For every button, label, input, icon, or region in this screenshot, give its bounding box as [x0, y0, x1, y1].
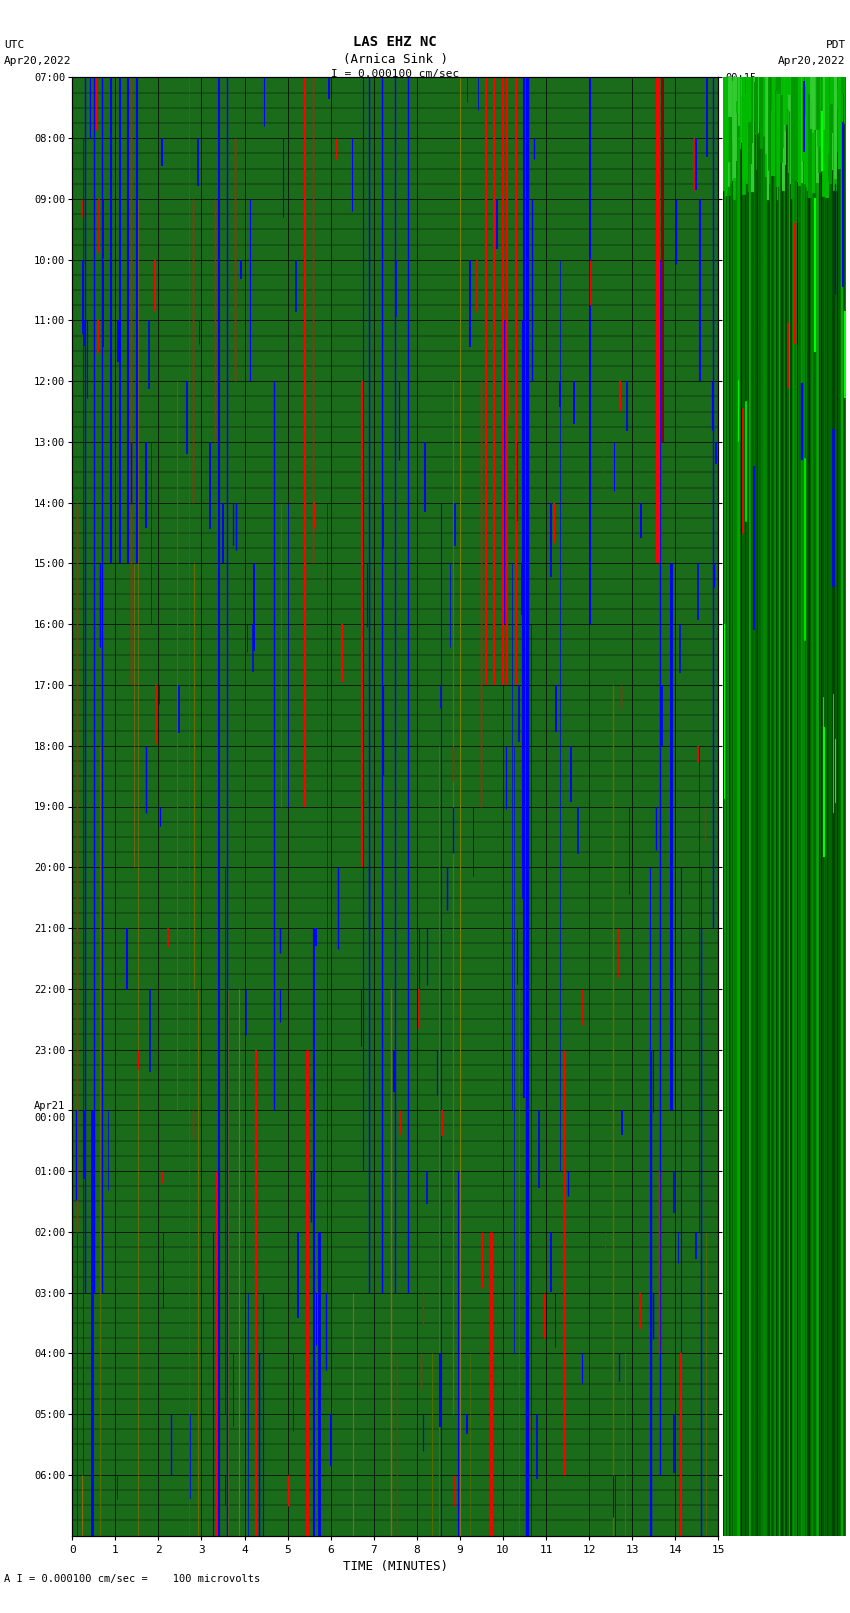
Text: (Arnica Sink ): (Arnica Sink )	[343, 53, 448, 66]
Text: UTC: UTC	[4, 40, 25, 50]
Text: Apr20,2022: Apr20,2022	[4, 56, 71, 66]
X-axis label: TIME (MINUTES): TIME (MINUTES)	[343, 1560, 448, 1573]
Text: PDT: PDT	[825, 40, 846, 50]
Text: A I = 0.000100 cm/sec =    100 microvolts: A I = 0.000100 cm/sec = 100 microvolts	[4, 1574, 260, 1584]
Text: Apr20,2022: Apr20,2022	[779, 56, 846, 66]
Text: LAS EHZ NC: LAS EHZ NC	[354, 35, 437, 50]
Text: I = 0.000100 cm/sec: I = 0.000100 cm/sec	[332, 69, 459, 79]
